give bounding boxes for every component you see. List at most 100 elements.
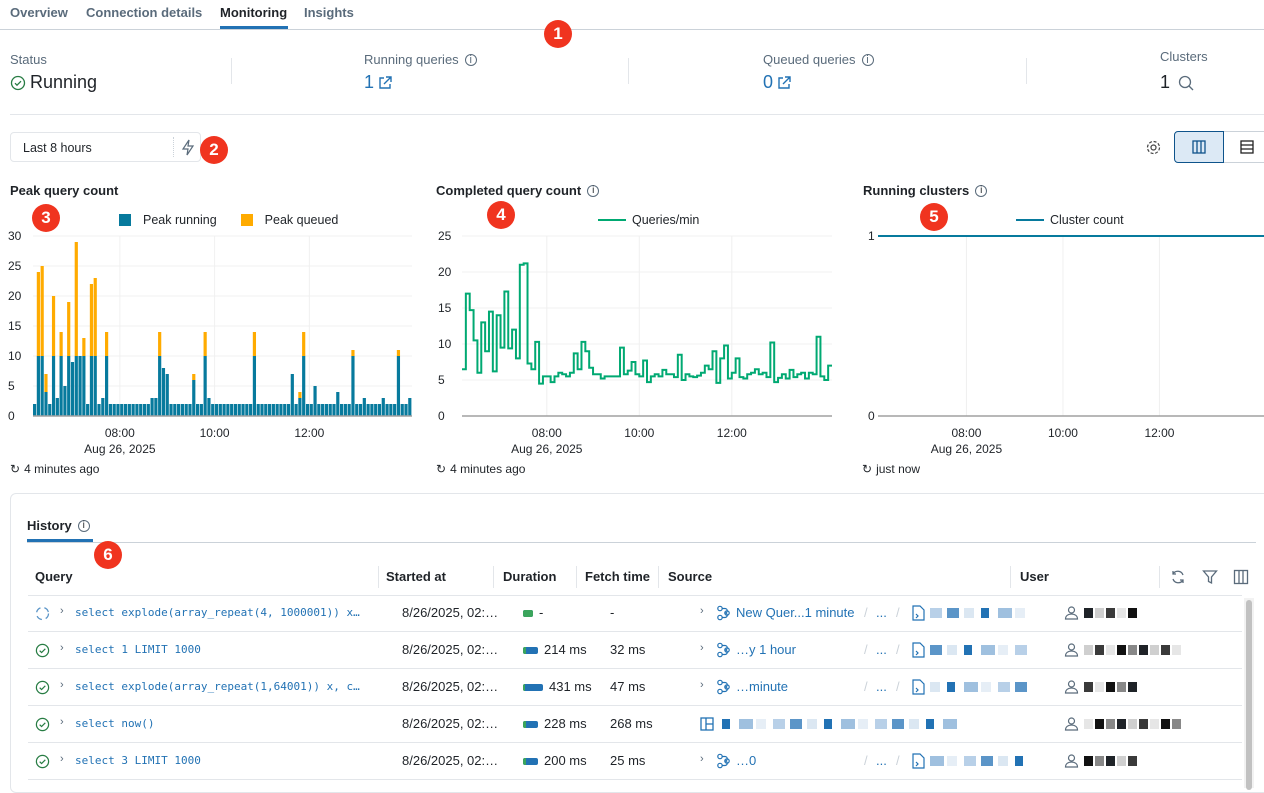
annotation-badge: 3 [32,204,60,232]
expand-row-chevron-icon[interactable]: › [60,716,64,728]
table-row-divider [28,631,1242,632]
fetch-time: 25 ms [610,753,646,768]
redacted-block [964,682,978,692]
info-icon[interactable]: i [77,519,90,532]
source-link[interactable]: …minute [736,679,789,694]
external-link-icon [379,75,392,89]
expand-row-chevron-icon[interactable]: › [60,679,64,691]
y-tick-label: 10 [438,337,452,351]
expand-source-chevron-icon[interactable]: › [700,605,704,617]
success-check-icon [35,754,50,769]
tab-monitoring[interactable]: Monitoring [220,5,288,20]
gear-icon[interactable] [1145,139,1162,156]
lightning-icon[interactable] [181,139,195,156]
x-tick-label: 12:00 [1144,426,1174,440]
column-divider[interactable] [576,566,577,588]
redacted-block [981,608,989,618]
tab-connection-details[interactable]: Connection details [86,5,203,20]
column-divider[interactable] [1010,566,1011,588]
query-text-link[interactable]: select now() [75,717,155,730]
redacted-block [841,719,855,729]
bar-peak-running [188,404,192,416]
bar-peak-running [112,404,116,416]
column-header-source[interactable]: Source [668,569,713,584]
column-divider[interactable] [493,566,494,588]
source-link[interactable]: New Quer...1 minute [736,605,855,620]
bar-peak-queued [36,272,40,356]
source-link[interactable]: …y 1 hour [736,642,796,657]
expand-source-chevron-icon[interactable]: › [700,679,704,691]
query-text-link[interactable]: select 1 LIMIT 1000 [75,643,201,656]
bar-peak-running [82,356,86,416]
columns-layout-button[interactable] [1174,131,1224,163]
column-header-query[interactable]: Query [35,569,73,584]
redacted-block [981,756,993,766]
bar-peak-running [158,356,162,416]
tab-insights[interactable]: Insights [304,5,354,20]
breadcrumb-ellipsis[interactable]: ... [876,679,887,694]
info-icon[interactable]: i [464,53,477,66]
table-row-divider [28,668,1242,669]
bar-peak-running [211,404,215,416]
legend-label[interactable]: Peak queued [264,213,339,227]
bar-peak-queued [59,332,63,356]
info-icon[interactable]: i [975,184,988,197]
bar-peak-running [55,398,59,416]
label-text: Queued queries [763,52,856,67]
info-icon[interactable]: i [587,184,600,197]
bar-peak-running [400,404,404,416]
redacted-block [964,608,974,618]
redacted-block [1128,756,1137,766]
column-header-duration[interactable]: Duration [503,569,557,584]
notebook-file-icon [912,605,925,621]
redacted-block [1106,756,1115,766]
breadcrumb-separator: / [864,605,868,620]
bar-peak-queued [51,296,56,356]
column-header-fetch-time[interactable]: Fetch time [585,569,651,584]
column-header-started-at[interactable]: Started at [386,569,446,584]
expand-source-chevron-icon[interactable]: › [700,642,704,654]
running-count: 1 [364,72,375,92]
redacted-block [1084,608,1093,618]
query-text-link[interactable]: select 3 LIMIT 1000 [75,754,201,767]
bar-peak-running [385,404,389,416]
source-link[interactable]: …0 [736,753,757,768]
filter-icon[interactable] [1202,569,1218,585]
expand-row-chevron-icon[interactable]: › [60,753,64,765]
bar-peak-running [393,404,397,416]
scrollbar[interactable] [1244,598,1254,790]
tab-overview[interactable]: Overview [10,5,68,20]
expand-row-chevron-icon[interactable]: › [60,642,64,654]
expand-source-chevron-icon[interactable]: › [700,753,704,765]
columns-icon[interactable] [1233,569,1249,585]
tab-history[interactable]: History i [27,518,90,533]
info-icon[interactable]: i [861,53,874,66]
breadcrumb-ellipsis[interactable]: ... [876,605,887,620]
x-tick-label: 10:00 [200,426,230,440]
column-divider[interactable] [658,566,659,588]
breadcrumb-ellipsis[interactable]: ... [876,642,887,657]
column-divider[interactable] [378,566,379,588]
queued-queries-link[interactable]: 0 [763,72,791,93]
breadcrumb-ellipsis[interactable]: ... [876,753,887,768]
redacted-block [1117,719,1126,729]
query-text-link[interactable]: select explode(array_repeat(1,64001)) x,… [75,680,360,693]
y-tick-label: 20 [438,265,452,279]
bar-peak-running [74,356,78,416]
redacted-block [947,645,957,655]
running-queries-link[interactable]: 1 [364,72,392,93]
search-icon[interactable] [1178,75,1194,91]
legend-label[interactable]: Peak running [143,213,217,227]
redacted-block [1117,645,1126,655]
legend-swatch [119,214,131,226]
legend-label[interactable]: Queries/min [632,213,700,227]
expand-row-chevron-icon[interactable]: › [60,605,64,617]
bar-peak-running [127,404,131,416]
refresh-icon[interactable] [1170,569,1186,585]
column-header-user[interactable]: User [1020,569,1049,584]
rows-layout-button[interactable] [1224,131,1264,163]
query-text-link[interactable]: select explode(array_repeat(4, 1000001))… [75,606,360,619]
bar-peak-queued [298,392,302,398]
scrollbar-thumb[interactable] [1246,600,1252,790]
legend-label[interactable]: Cluster count [1050,213,1124,227]
